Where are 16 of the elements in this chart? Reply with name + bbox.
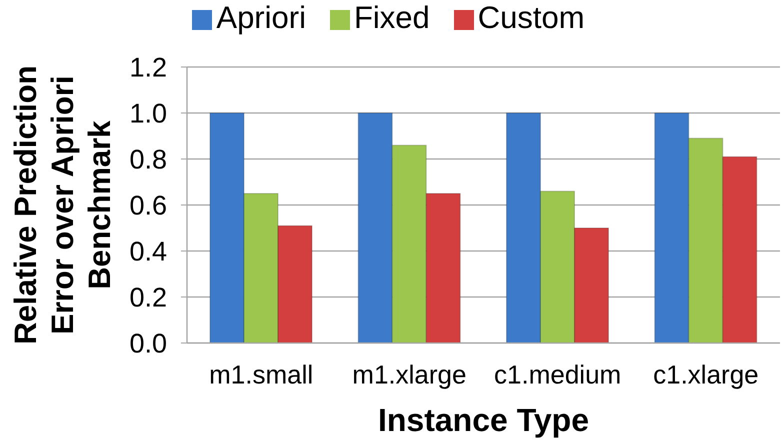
y-tick-label: 1.2 bbox=[129, 52, 167, 83]
y-axis-title: Relative Prediction Error over Apriori Benchmark bbox=[8, 65, 117, 345]
x-tick-label: c1.medium bbox=[494, 359, 622, 390]
y-tick-label: 1.0 bbox=[129, 98, 167, 129]
y-tick-label: 0.4 bbox=[129, 236, 167, 267]
y-tick-label: 0.8 bbox=[129, 144, 167, 175]
x-tick-label: m1.xlarge bbox=[352, 359, 466, 390]
x-axis-title: Instance Type bbox=[378, 402, 590, 438]
y-tick-label: 0.0 bbox=[129, 328, 167, 359]
y-tick-label: 0.6 bbox=[129, 190, 167, 221]
x-tick-label: m1.small bbox=[209, 359, 314, 390]
x-tick-label: c1.xlarge bbox=[653, 359, 759, 390]
legend-label: Apriori bbox=[216, 0, 306, 35]
y-tick-label: 0.2 bbox=[129, 282, 167, 313]
legend-label: Fixed bbox=[354, 0, 430, 35]
legend-label: Custom bbox=[478, 0, 585, 35]
